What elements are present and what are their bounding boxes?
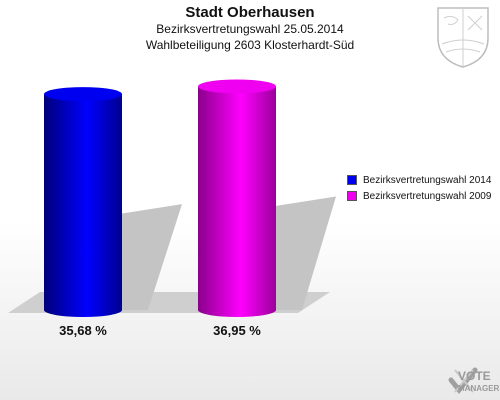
chart-legend: Bezirksvertretungswahl 2014 Bezirksvertr… (347, 172, 491, 204)
legend-label-2009: Bezirksvertretungswahl 2009 (363, 190, 492, 202)
logo-text-vote: VOTE (458, 369, 491, 383)
bar-shadow (118, 204, 182, 310)
bar-base (198, 303, 276, 317)
vote-manager-logo-icon (448, 367, 478, 395)
bar (44, 94, 122, 310)
chart-subtitle-district: Wahlbeteiligung 2603 Klosterhardt-Süd (145, 38, 355, 52)
logo-text-manager: MANAGER (458, 384, 500, 393)
legend-swatch-2014 (347, 175, 357, 185)
chart-subtitle-election: Bezirksvertretungswahl 25.05.2014 (156, 22, 344, 36)
chart-title: Stadt Oberhausen (185, 4, 315, 21)
bar-top (198, 79, 276, 94)
legend-label-2014: Bezirksvertretungswahl 2014 (363, 174, 492, 186)
bar (198, 86, 276, 310)
data-label: 35,68 % (59, 323, 107, 338)
legend-swatch-2009 (347, 191, 357, 201)
bar-top (44, 87, 122, 102)
legend-item-2009: Bezirksvertretungswahl 2009 (347, 188, 491, 204)
bar-shadow (272, 196, 336, 310)
bar-base (44, 303, 122, 317)
legend-item-2014: Bezirksvertretungswahl 2014 (347, 172, 491, 188)
coat-of-arms-icon (437, 7, 489, 68)
data-label: 36,95 % (213, 323, 261, 338)
